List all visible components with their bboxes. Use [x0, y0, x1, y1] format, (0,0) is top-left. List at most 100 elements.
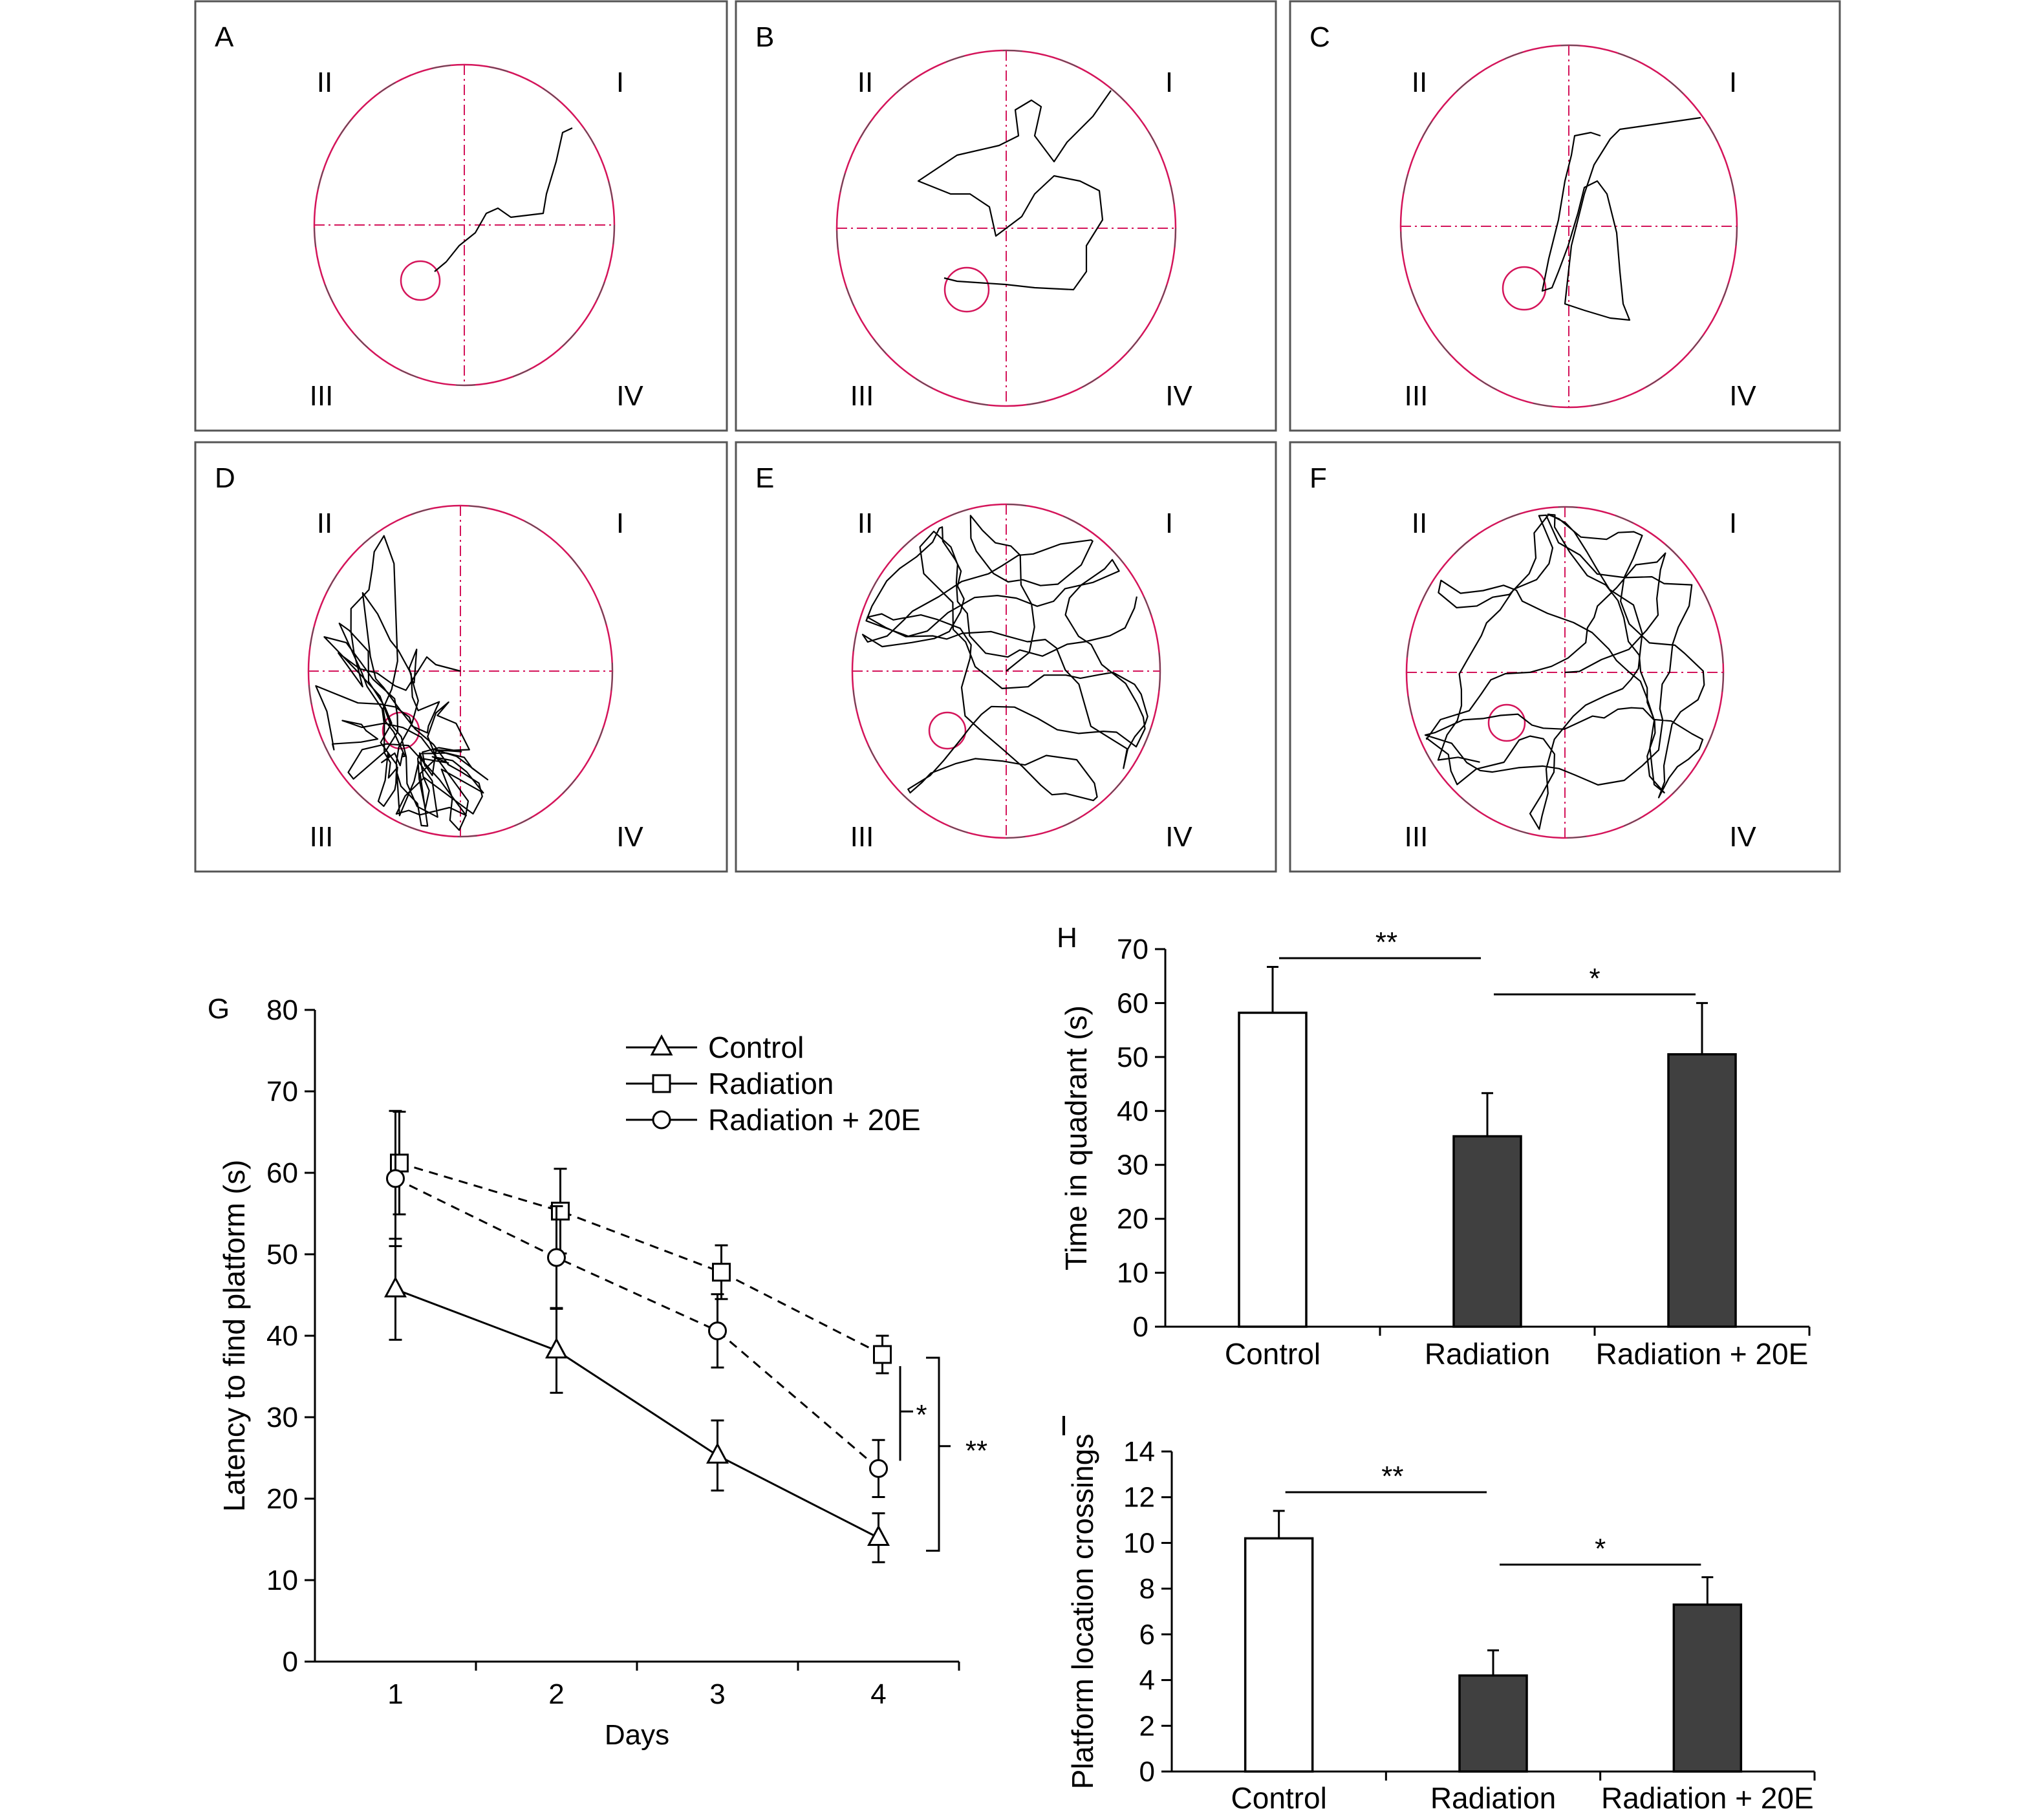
- x-tick-label: 4: [870, 1678, 886, 1710]
- y-tick-label: 0: [283, 1646, 298, 1678]
- latency-line-chart: G 0 10 20 30 40 50 60 70 80 1 2 3 4 Days Latency to fin…: [208, 993, 987, 1751]
- panel-frame: [1289, 0, 1841, 432]
- quadrant-label-ii: II: [317, 67, 332, 98]
- legend-marker: [652, 1074, 671, 1093]
- data-point: [708, 1321, 727, 1340]
- data-point: [706, 1442, 729, 1464]
- panel-letter: A: [215, 21, 234, 53]
- panel-letter: B: [755, 21, 774, 53]
- quadrant-label-i: I: [1165, 508, 1173, 539]
- data-point: [390, 1153, 409, 1173]
- pool-outline-grey: [314, 64, 615, 386]
- legend-marker: [652, 1110, 671, 1129]
- bar-radiation-20e: [1672, 1603, 1743, 1773]
- series-control: [383, 1237, 890, 1563]
- x-tick-label: 3: [709, 1678, 725, 1710]
- x-tick-label: 1: [387, 1678, 403, 1710]
- significance-star: **: [1381, 1461, 1403, 1492]
- panel-letter: F: [1310, 462, 1327, 494]
- x-tick-label: Control: [1231, 1781, 1327, 1815]
- y-tick-label: 14: [1123, 1436, 1155, 1468]
- y-tick-label: 8: [1139, 1573, 1155, 1605]
- data-point: [547, 1248, 566, 1267]
- y-tick-label: 20: [1117, 1203, 1148, 1235]
- quadrant-label-ii: II: [1412, 508, 1427, 539]
- y-tick-label: 30: [1117, 1150, 1148, 1181]
- swim-path: [917, 90, 1112, 291]
- data-point: [712, 1263, 731, 1282]
- quadrant-label-iii: III: [850, 821, 874, 853]
- legend-item: Radiation + 20E: [626, 1103, 921, 1137]
- significance-star: *: [1595, 1533, 1606, 1565]
- x-axis-title: Days: [605, 1719, 669, 1751]
- panel-letter-h: H: [1057, 922, 1077, 954]
- series-line: [394, 1288, 879, 1539]
- quadrant-label-i: I: [616, 67, 624, 98]
- quadrant-label-iii: III: [850, 380, 874, 412]
- y-tick-label: 50: [1117, 1042, 1148, 1073]
- quadrant-label-i: I: [1165, 67, 1173, 98]
- bar-radiation: [1452, 1135, 1522, 1328]
- quadrant-label-iv: IV: [1165, 380, 1192, 412]
- swim-path: [861, 515, 1148, 802]
- y-axis-title: Latency to find platform (s): [217, 1160, 251, 1512]
- platform-circle: [1487, 703, 1526, 742]
- y-axis-title: Platform location crossings: [1066, 1434, 1099, 1790]
- data-point: [869, 1459, 888, 1478]
- swim-path: [1424, 513, 1705, 830]
- panel-letter: E: [755, 462, 774, 494]
- x-tick-label: 2: [548, 1678, 564, 1710]
- legend-item: Radiation: [626, 1067, 834, 1100]
- bar-radiation-20e: [1667, 1053, 1737, 1328]
- data-point: [873, 1345, 892, 1364]
- panel-letter-i: I: [1060, 1410, 1068, 1442]
- y-tick-label: 0: [1133, 1311, 1148, 1343]
- bracket-outer: [926, 1356, 940, 1552]
- x-tick-label: Radiation + 20E: [1596, 1337, 1809, 1371]
- y-tick-label: 6: [1139, 1619, 1155, 1651]
- platform-circle: [1502, 266, 1547, 311]
- quadrant-label-ii: II: [1412, 67, 1427, 98]
- y-tick-label: 70: [1117, 934, 1148, 965]
- legend-label: Control: [708, 1031, 804, 1064]
- quadrant-label-ii: II: [857, 67, 873, 98]
- quadrant-label-ii: II: [857, 508, 873, 539]
- quadrant-label-iv: IV: [1729, 821, 1756, 853]
- y-tick-label: 50: [266, 1239, 298, 1270]
- y-tick-label: 20: [266, 1483, 298, 1515]
- platform-crossings-bar-chart: I 0 2 4 6 8 10 12 14 Control Radiation Radiation + …: [1060, 1410, 1816, 1815]
- y-tick-label: 60: [266, 1157, 298, 1189]
- y-tick-label: 2: [1139, 1710, 1155, 1742]
- legend-item: Control: [626, 1031, 804, 1064]
- platform-circle: [400, 260, 441, 301]
- series-line: [399, 1162, 883, 1356]
- platform-circle: [943, 266, 990, 313]
- y-tick-label: 40: [266, 1320, 298, 1352]
- time-in-quadrant-bar-chart: H 0 10 20 30 40 50 60 70 Control Radiation Radiatio…: [1057, 922, 1811, 1371]
- series-line: [394, 1177, 879, 1470]
- quadrant-label-iv: IV: [616, 821, 643, 853]
- y-tick-label: 40: [1117, 1095, 1148, 1127]
- significance-star: *: [1589, 963, 1600, 994]
- data-point: [544, 1337, 568, 1359]
- significance-lines: ***: [1285, 1461, 1701, 1566]
- quadrant-label-i: I: [1729, 508, 1737, 539]
- quadrant-label-iv: IV: [1165, 821, 1192, 853]
- significance-star: *: [916, 1399, 927, 1431]
- x-tick-label: Radiation: [1425, 1337, 1550, 1371]
- quadrant-label-iv: IV: [616, 380, 643, 412]
- y-tick-label: 30: [266, 1402, 298, 1433]
- y-tick-label: 10: [1123, 1527, 1155, 1559]
- panel-letter: C: [1310, 21, 1330, 53]
- x-tick-label: Radiation: [1430, 1781, 1556, 1815]
- y-tick-label: 10: [1117, 1258, 1148, 1289]
- y-tick-label: 60: [1117, 987, 1148, 1019]
- bar-control: [1244, 1537, 1314, 1773]
- y-tick-label: 10: [266, 1565, 298, 1596]
- panel-frame: [194, 0, 728, 432]
- legend-marker: [650, 1034, 673, 1056]
